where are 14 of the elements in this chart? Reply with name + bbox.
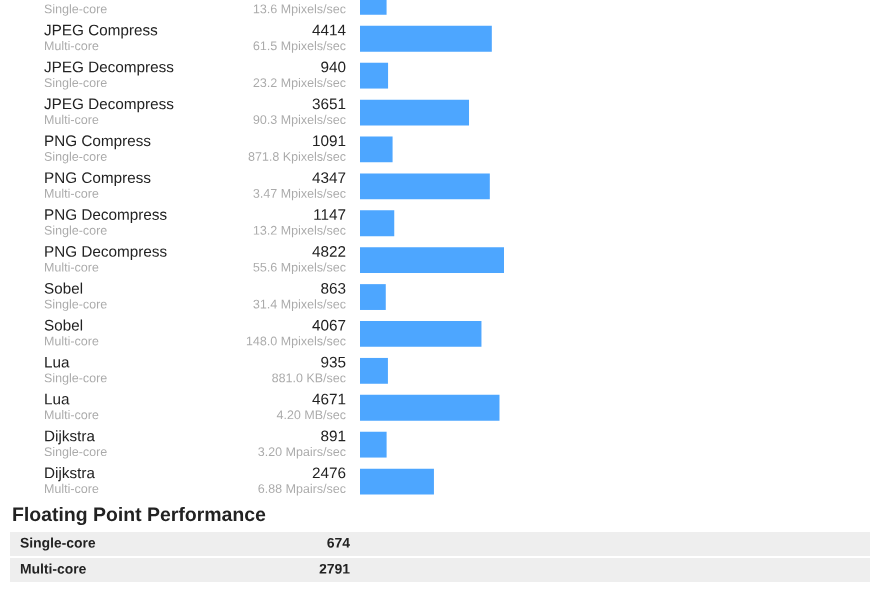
bar (360, 173, 490, 200)
bar (360, 321, 482, 347)
bar (360, 99, 470, 126)
bar (360, 394, 500, 421)
bar (360, 136, 393, 163)
text: Floating Point Performance (13, 506, 266, 526)
bar (360, 431, 387, 458)
bar (360, 468, 434, 495)
bar (360, 210, 395, 237)
bar (360, 284, 386, 310)
bar (360, 62, 389, 89)
bar (360, 247, 504, 274)
bar (360, 357, 388, 384)
bar (360, 25, 492, 52)
